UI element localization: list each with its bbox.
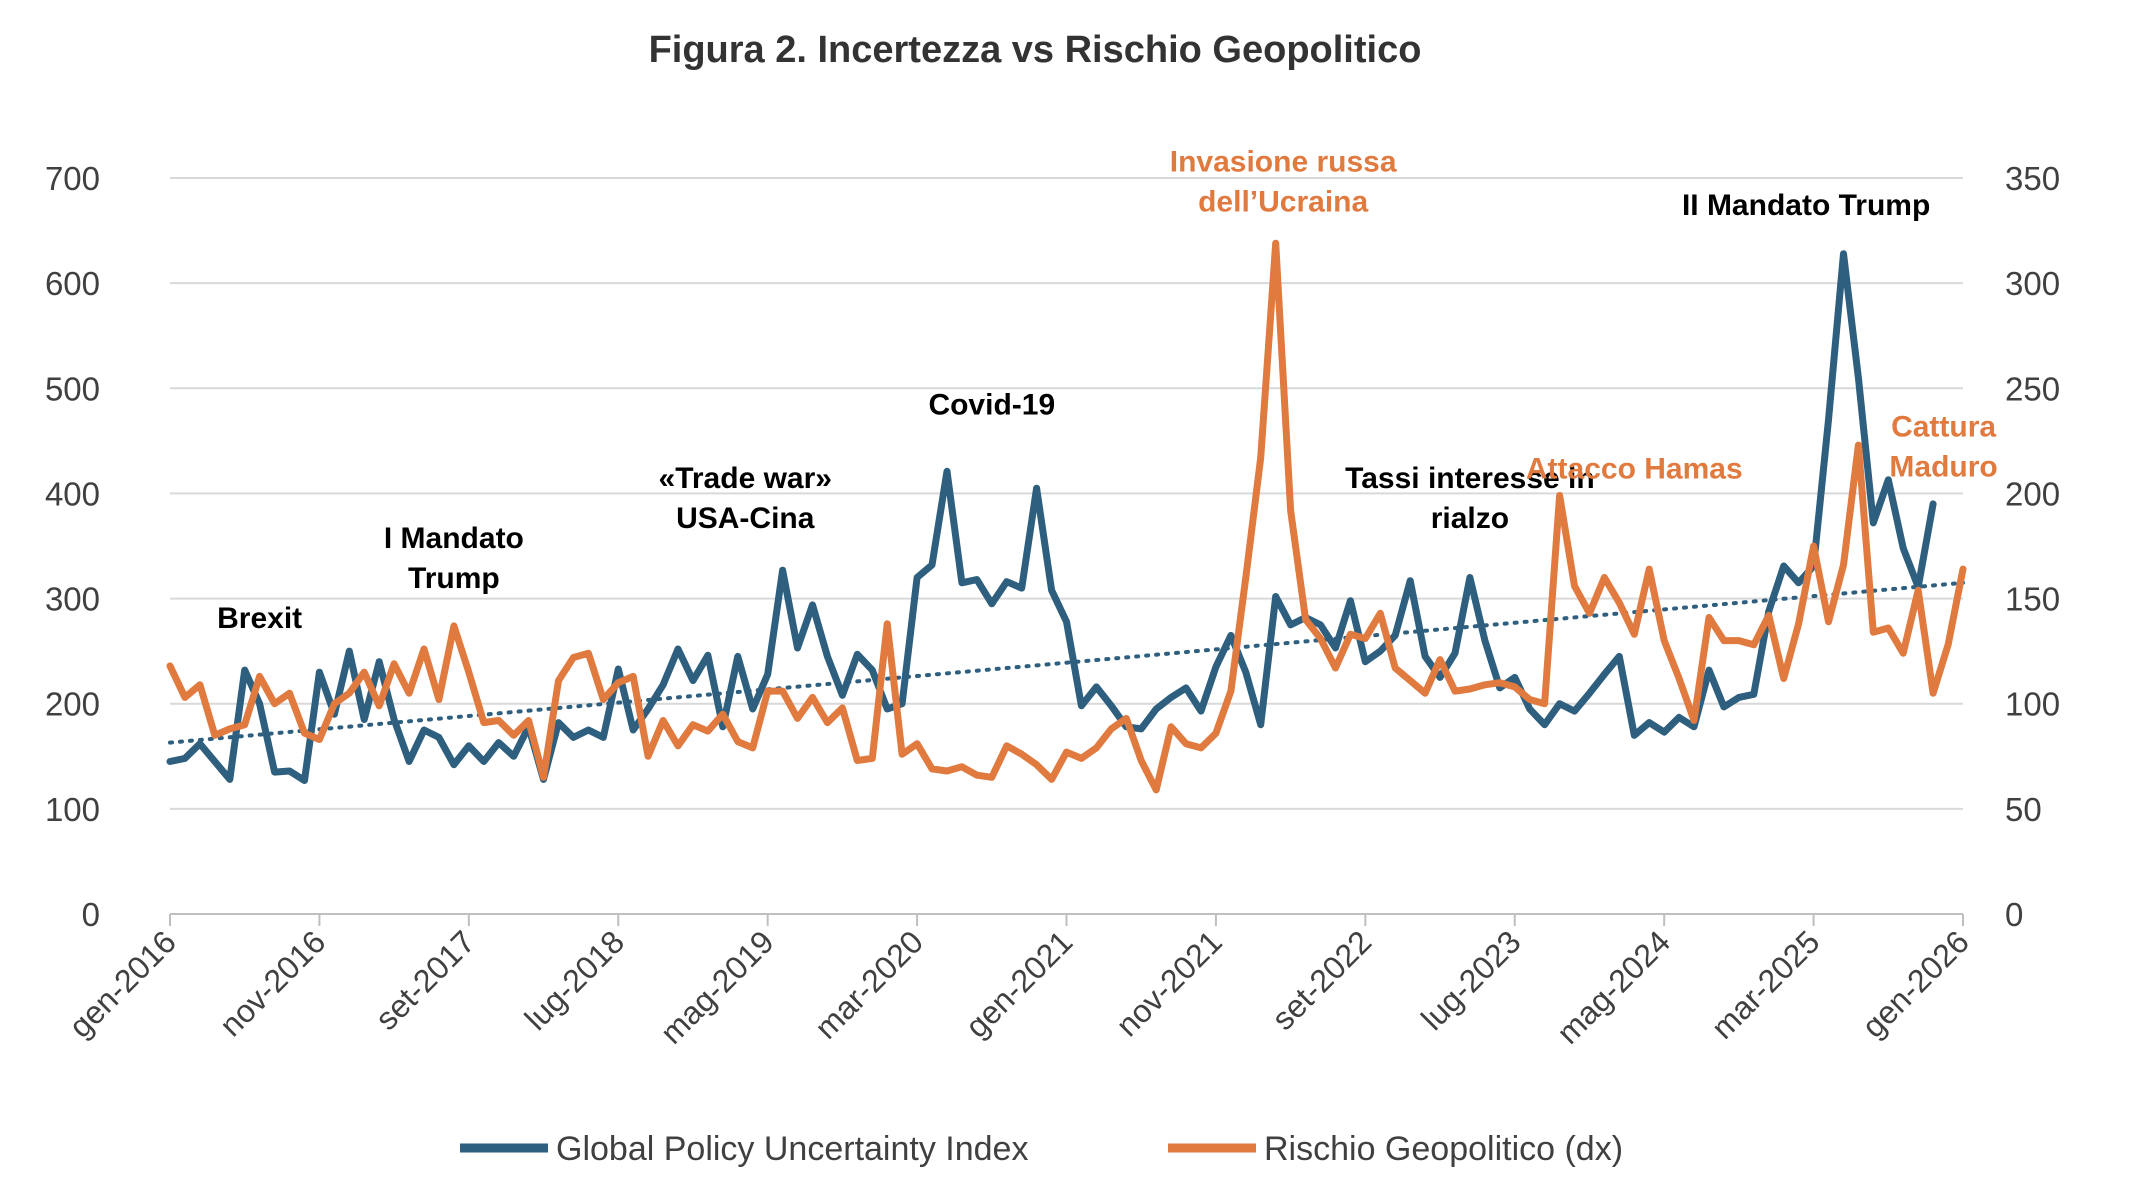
x-tick-label: gen-2026	[1855, 923, 1976, 1044]
y-left-tick-label: 100	[45, 791, 100, 828]
annotation-label: Trump	[408, 562, 500, 595]
annotation-label: dell’Ucraina	[1198, 186, 1368, 219]
x-tick-label: mar-2025	[1704, 923, 1826, 1045]
series-line-gepu	[166, 250, 1937, 784]
x-tick-label: set-2017	[368, 923, 482, 1037]
y-axis-right: 0 50 100 150 200 250 300 350	[2005, 160, 2060, 933]
y-right-tick-label: 50	[2005, 791, 2042, 828]
legend: Global Policy Uncertainty Index Rischio …	[460, 1130, 1623, 1168]
annotation-label: rialzo	[1431, 502, 1509, 535]
annotation-label: Attacco Hamas	[1526, 453, 1743, 486]
x-tick-label: mag-2024	[1550, 923, 1677, 1050]
y-right-tick-label: 150	[2005, 581, 2060, 618]
annotation-label: Brexit	[217, 602, 302, 635]
y-axis-left: 0 100 200 300 400 500 600 700	[45, 160, 100, 933]
x-tick-label: nov-2016	[213, 923, 333, 1043]
y-right-tick-label: 250	[2005, 370, 2060, 407]
annotation-label: Covid-19	[928, 389, 1055, 422]
legend-label-gepu: Global Policy Uncertainty Index	[556, 1130, 1028, 1168]
x-tick-label: lug-2018	[518, 923, 632, 1037]
x-tick-label: gen-2016	[62, 923, 183, 1044]
y-left-tick-label: 400	[45, 475, 100, 512]
annotation-label: Invasione russa	[1170, 146, 1397, 179]
x-axis: gen-2016 nov-2016 set-2017 lug-2018 mag-2019…	[62, 913, 1976, 1051]
y-left-tick-label: 300	[45, 581, 100, 618]
x-tick-label: lug-2023	[1414, 923, 1528, 1037]
annotation-label: «Trade war»	[659, 462, 832, 495]
trend-line-gepu	[168, 580, 1965, 745]
y-right-tick-label: 350	[2005, 160, 2060, 197]
y-right-tick-label: 200	[2005, 475, 2060, 512]
y-left-tick-label: 0	[82, 896, 100, 933]
grid	[170, 177, 1963, 810]
annotation-label: Maduro	[1889, 451, 1997, 484]
plot-area	[166, 239, 1967, 794]
annotation-label: I Mandato	[384, 522, 524, 555]
annotations: Brexit I Mandato Trump «Trade war» USA-Cina C…	[217, 146, 1998, 635]
y-right-tick-label: 0	[2005, 896, 2023, 933]
y-left-tick-label: 500	[45, 370, 100, 407]
annotation-label: USA-Cina	[676, 502, 815, 535]
y-left-tick-label: 600	[45, 265, 100, 302]
y-left-tick-label: 700	[45, 160, 100, 197]
y-left-tick-label: 200	[45, 686, 100, 723]
y-right-tick-label: 300	[2005, 265, 2060, 302]
x-tick-label: gen-2021	[958, 923, 1079, 1044]
annotation-label: II Mandato Trump	[1682, 189, 1930, 222]
x-tick-label: set-2022	[1265, 923, 1379, 1037]
annotation-label: Cattura	[1891, 411, 1996, 444]
legend-label-gpr: Rischio Geopolitico (dx)	[1264, 1130, 1623, 1168]
y-right-tick-label: 100	[2005, 686, 2060, 723]
x-tick-label: mar-2020	[808, 923, 930, 1045]
x-tick-label: mag-2019	[653, 923, 780, 1050]
series-line-gpr	[166, 239, 1967, 794]
chart-title: Figura 2. Incertezza vs Rischio Geopolit…	[649, 29, 1422, 71]
annotation-label: Tassi interesse in	[1345, 462, 1595, 495]
x-tick-label: nov-2021	[1109, 923, 1229, 1043]
